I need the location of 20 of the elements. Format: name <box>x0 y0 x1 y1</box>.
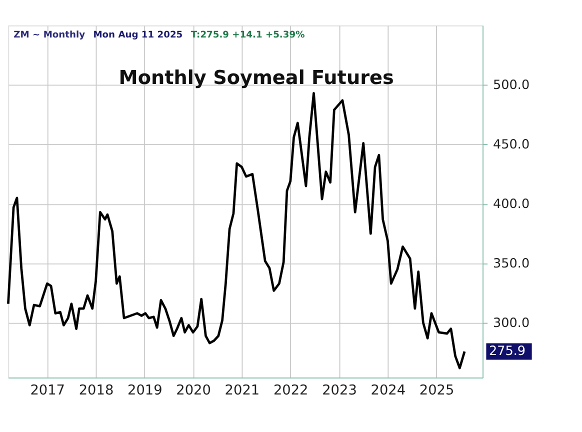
annotation: Mon Aug 11 2025 <box>93 30 183 40</box>
y-tick-label: 300.0 <box>493 316 530 331</box>
x-tick-label: 2018 <box>78 382 114 398</box>
y-tick-label: 350.0 <box>493 256 530 272</box>
y-tick-label: 400.0 <box>493 196 530 212</box>
text: Monthly Soymeal Futures <box>118 66 394 89</box>
x-tick-label: 2022 <box>273 382 308 398</box>
x-tick-label: 2025 <box>419 382 454 398</box>
x-tick-label: 2019 <box>127 382 162 398</box>
y-tick-label: 500.0 <box>493 78 530 94</box>
y-tick-label: 450.0 <box>493 137 530 152</box>
annotation: ZM ~ Monthly <box>14 30 86 40</box>
text: 275.9 <box>488 344 526 360</box>
x-tick-label: 2017 <box>30 382 65 398</box>
x-tick-label: 2020 <box>176 382 211 398</box>
x-tick-label: 2024 <box>370 382 406 398</box>
annotation: T:275.9 +14.1 +5.39% <box>190 30 305 40</box>
x-tick-label: 2023 <box>322 382 357 398</box>
line-series <box>7 92 466 370</box>
x-tick-label: 2021 <box>224 382 260 398</box>
